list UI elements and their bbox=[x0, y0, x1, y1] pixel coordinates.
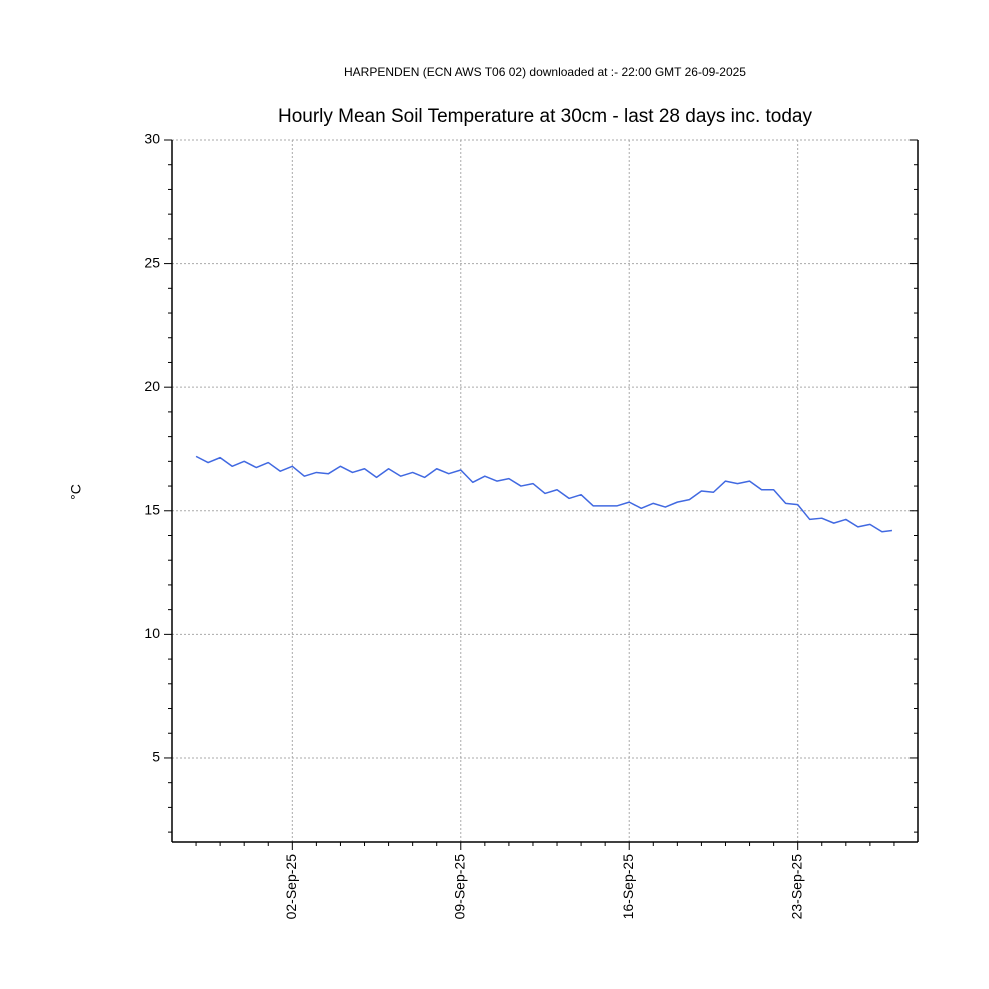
data-line bbox=[195, 455, 893, 533]
y-tick-label: 5 bbox=[152, 749, 160, 765]
y-tick-label: 20 bbox=[144, 378, 160, 394]
x-tick-label: 09-Sep-25 bbox=[451, 854, 467, 920]
x-tick-label: 16-Sep-25 bbox=[620, 854, 636, 920]
x-tick-label: 23-Sep-25 bbox=[788, 854, 804, 920]
x-tick-label: 02-Sep-25 bbox=[283, 854, 299, 920]
y-tick-label: 30 bbox=[144, 131, 160, 147]
y-tick-label: 25 bbox=[144, 254, 160, 270]
y-tick-label: 15 bbox=[144, 501, 160, 517]
chart-title: Hourly Mean Soil Temperature at 30cm - l… bbox=[278, 106, 813, 127]
y-tick-label: 10 bbox=[144, 625, 160, 641]
chart-subtitle: HARPENDEN (ECN AWS T06 02) downloaded at… bbox=[344, 65, 746, 79]
y-axis-label: °C bbox=[68, 484, 84, 500]
